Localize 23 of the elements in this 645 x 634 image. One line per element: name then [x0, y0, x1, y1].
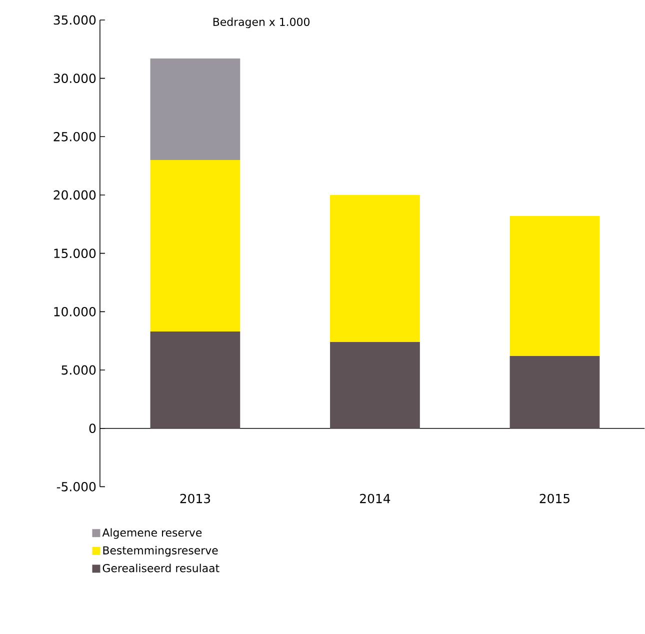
y-tick-label: 25.000 — [54, 132, 96, 142]
bar — [150, 160, 240, 332]
bar — [330, 195, 420, 342]
y-tick-label: 15.000 — [54, 248, 96, 258]
bar — [510, 216, 600, 356]
x-tick-label: 2015 — [540, 494, 570, 504]
chart-title: Bedragen x 1.000 — [213, 18, 310, 28]
legend-label: Bestemmingsreserve — [103, 546, 218, 557]
y-tick-label: 30.000 — [54, 74, 96, 84]
bar — [150, 58, 240, 160]
y-tick-label: 35.000 — [54, 15, 96, 25]
legend-label: Gerealiseerd resulaat — [102, 564, 220, 572]
x-tick-label: 2014 — [360, 494, 390, 504]
bar — [510, 356, 600, 429]
bar — [150, 332, 240, 429]
legend-label: Algemene reserve — [102, 528, 202, 540]
y-tick-label: 20.000 — [54, 190, 96, 200]
y-tick-label: -5.000 — [56, 482, 96, 492]
bar — [330, 342, 420, 429]
y-tick-label: 10.000 — [54, 307, 96, 317]
x-tick-label: 2013 — [180, 494, 210, 504]
y-tick-label: 5.000 — [62, 366, 96, 375]
y-tick-label: 0 — [89, 424, 96, 434]
